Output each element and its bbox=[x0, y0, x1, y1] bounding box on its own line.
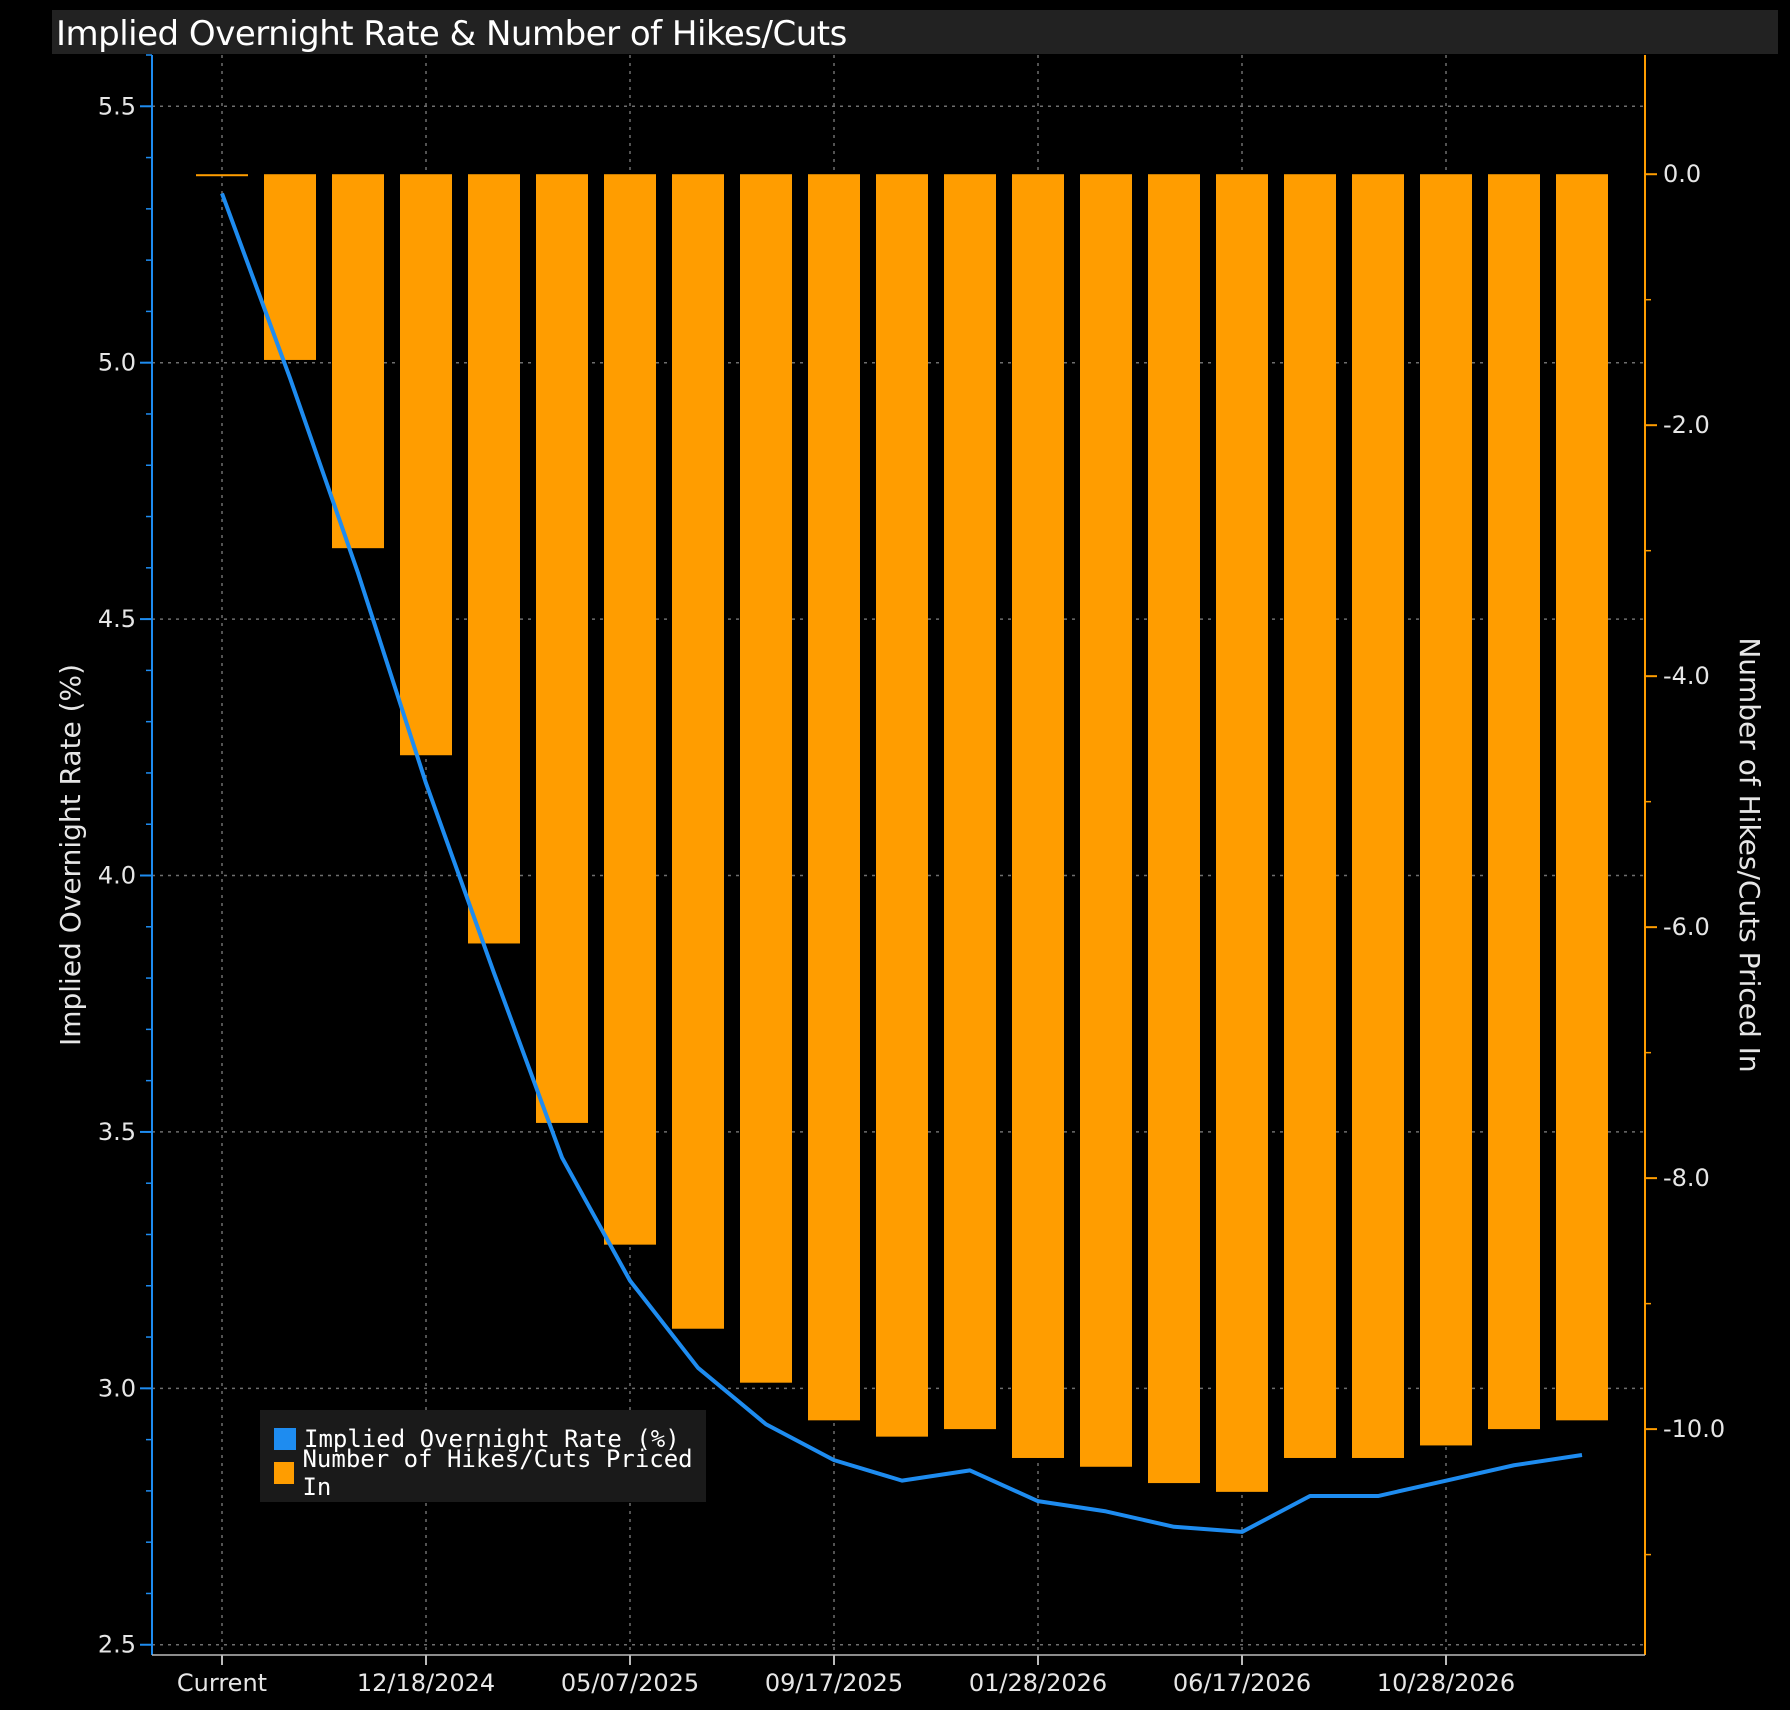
legend-item-hikes-cuts: Number of Hikes/Cuts Priced In bbox=[274, 1445, 706, 1501]
bar bbox=[1284, 174, 1336, 1458]
right-axis-tick-label: -2.0 bbox=[1663, 411, 1710, 439]
legend-label-rate: Implied Overnight Rate (%) bbox=[304, 1425, 680, 1453]
bar bbox=[1080, 174, 1132, 1467]
x-axis-tick-label: 05/07/2025 bbox=[561, 1669, 699, 1697]
bar bbox=[672, 174, 724, 1329]
x-axis-tick-label: 10/28/2026 bbox=[1377, 1669, 1515, 1697]
legend-swatch-hikes-cuts bbox=[274, 1462, 295, 1484]
left-axis-tick-label: 5.5 bbox=[98, 92, 136, 120]
legend-item-rate: Implied Overnight Rate (%) bbox=[274, 1424, 680, 1454]
right-axis-tick-label: -6.0 bbox=[1663, 913, 1710, 941]
right-axis-tick-label: -4.0 bbox=[1663, 662, 1710, 690]
legend: Implied Overnight Rate (%) Number of Hik… bbox=[260, 1410, 706, 1502]
bar bbox=[332, 174, 384, 549]
left-axis-tick-label: 4.0 bbox=[98, 862, 136, 890]
bar bbox=[740, 174, 792, 1383]
bar bbox=[944, 174, 996, 1430]
x-axis-tick-label: 06/17/2026 bbox=[1173, 1669, 1311, 1697]
bar bbox=[876, 174, 928, 1437]
right-axis-tick-label: -8.0 bbox=[1663, 1164, 1710, 1192]
bar bbox=[604, 174, 656, 1245]
left-axis-tick-label: 4.5 bbox=[98, 605, 136, 633]
bar bbox=[1556, 174, 1608, 1421]
bar bbox=[468, 174, 520, 944]
right-axis-tick-label: -10.0 bbox=[1663, 1415, 1725, 1443]
legend-label-hikes-cuts: Number of Hikes/Cuts Priced In bbox=[302, 1445, 693, 1501]
left-axis-tick-label: 3.0 bbox=[98, 1374, 136, 1402]
x-axis-tick-label: 01/28/2026 bbox=[969, 1669, 1107, 1697]
legend-swatch-rate bbox=[274, 1428, 296, 1450]
bar bbox=[1012, 174, 1064, 1458]
bar bbox=[1216, 174, 1268, 1492]
bar bbox=[1420, 174, 1472, 1446]
x-axis-tick-label: 12/18/2024 bbox=[357, 1669, 495, 1697]
bar bbox=[1488, 174, 1540, 1430]
bar bbox=[1148, 174, 1200, 1484]
bar bbox=[196, 174, 248, 177]
rate-line bbox=[220, 192, 1583, 1534]
left-axis-tick-label: 5.0 bbox=[98, 349, 136, 377]
left-axis-title: Implied Overnight Rate (%) bbox=[54, 664, 87, 1046]
left-axis-tick-label: 3.5 bbox=[98, 1118, 136, 1146]
right-axis-tick-label: 0.0 bbox=[1663, 160, 1701, 188]
right-axis-title: Number of Hikes/Cuts Priced In bbox=[1733, 637, 1766, 1072]
left-axis-tick-label: 2.5 bbox=[98, 1631, 136, 1659]
bar bbox=[400, 174, 452, 756]
bar bbox=[808, 174, 860, 1421]
title-bar: Implied Overnight Rate & Number of Hikes… bbox=[52, 10, 1778, 54]
chart-title: Implied Overnight Rate & Number of Hikes… bbox=[56, 14, 847, 54]
x-axis-tick-label: 09/17/2025 bbox=[765, 1669, 903, 1697]
bar bbox=[1352, 174, 1404, 1458]
x-axis-tick-label: Current bbox=[177, 1669, 267, 1697]
bar bbox=[536, 174, 588, 1123]
